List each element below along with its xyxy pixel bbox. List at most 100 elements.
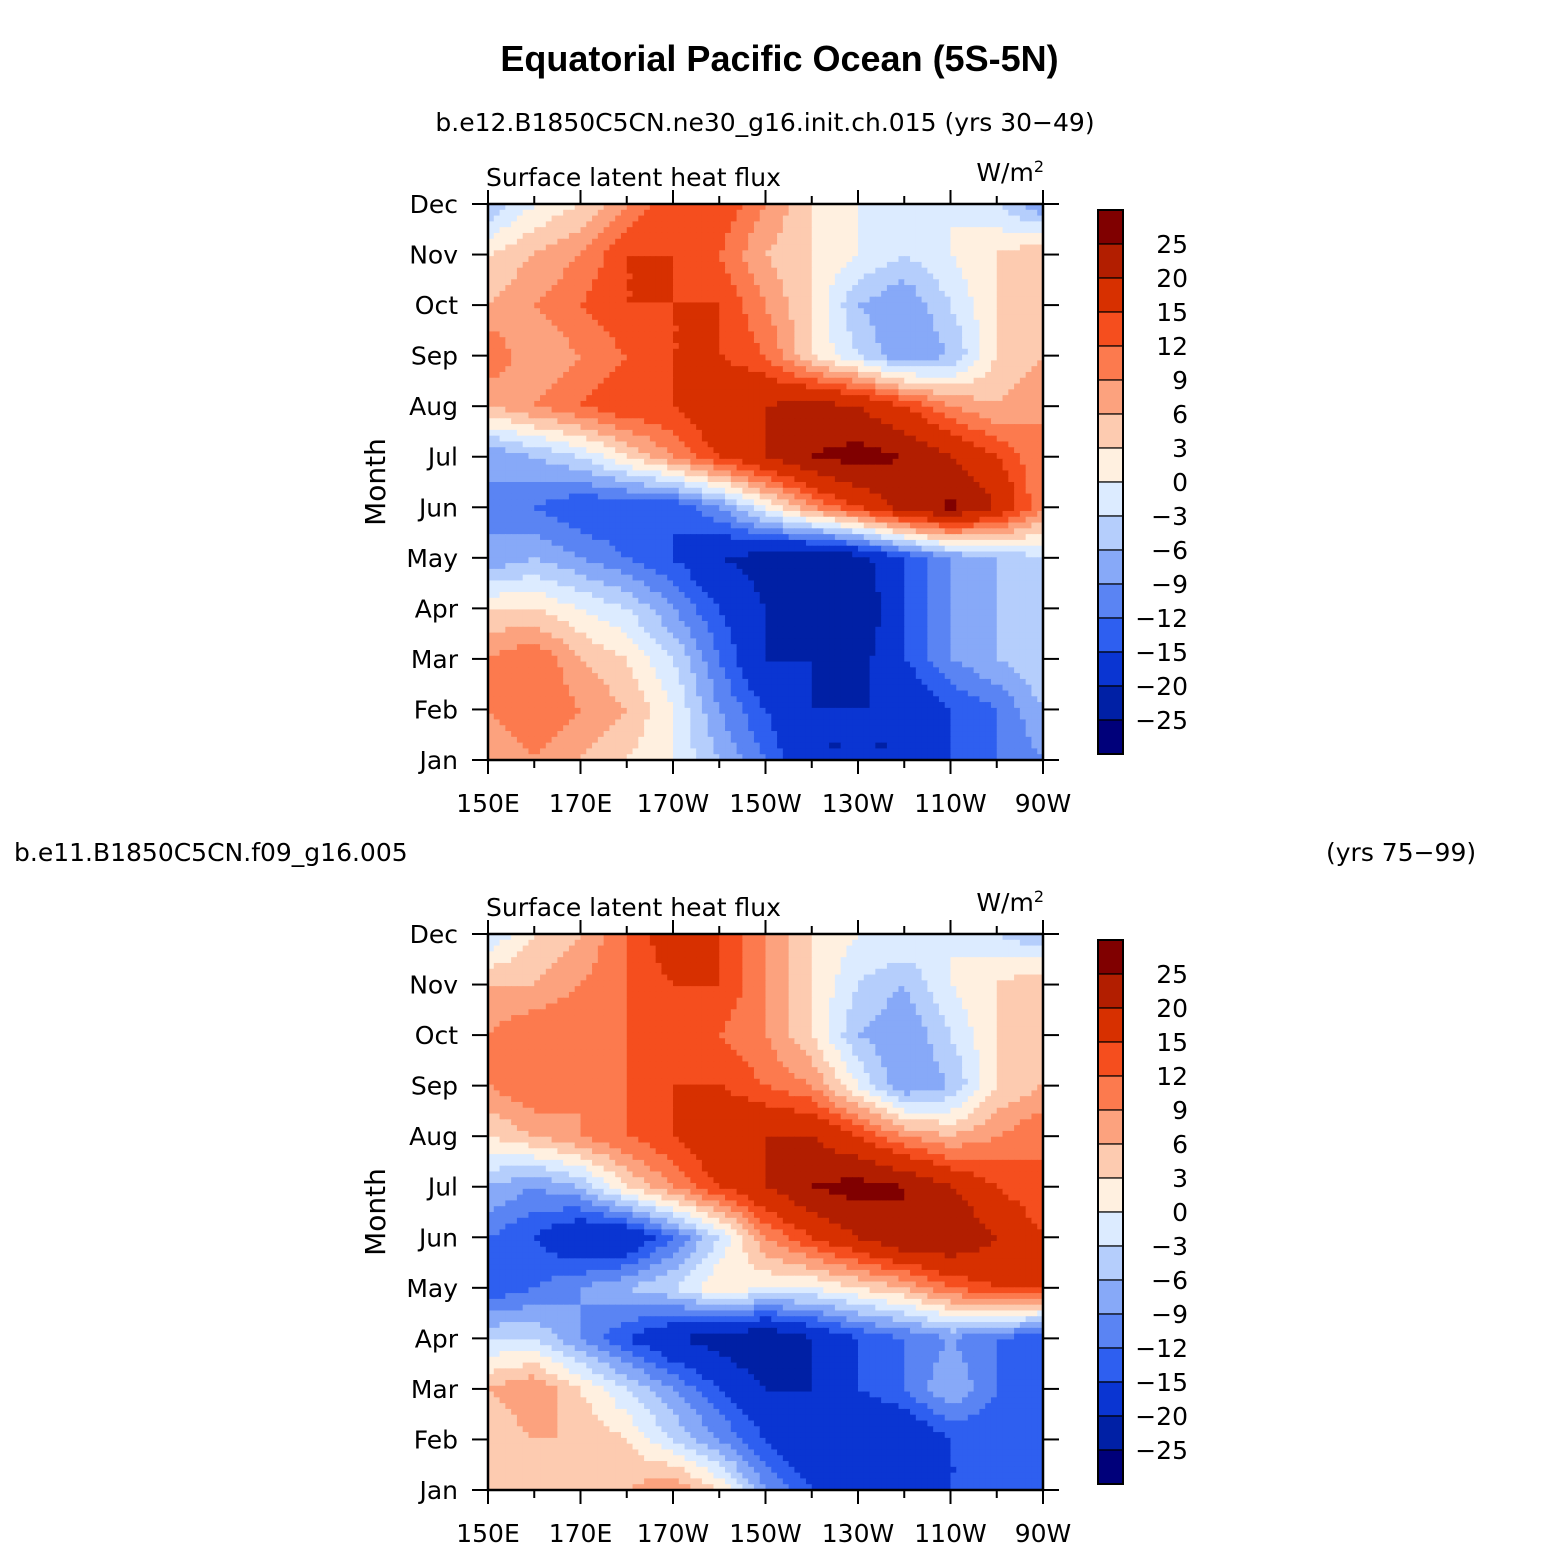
contour-cell bbox=[499, 366, 506, 373]
contour-cell bbox=[488, 412, 495, 419]
contour-cell bbox=[1014, 267, 1021, 275]
contour-cell bbox=[823, 429, 830, 437]
contour-cell bbox=[684, 267, 691, 275]
contour-cell bbox=[863, 348, 871, 356]
contour-cell bbox=[869, 209, 876, 217]
contour-cell bbox=[499, 499, 506, 506]
contour-cell bbox=[603, 429, 611, 437]
contour-cell bbox=[580, 285, 587, 292]
contour-cell bbox=[597, 308, 605, 315]
contour-cell bbox=[788, 267, 796, 275]
contour-cell bbox=[568, 279, 576, 286]
contour-cell bbox=[632, 348, 639, 356]
contour-cell bbox=[678, 493, 686, 500]
contour-cell bbox=[898, 343, 905, 350]
contour-cell bbox=[852, 285, 859, 292]
contour-cell bbox=[661, 302, 668, 309]
contour-cell bbox=[649, 389, 657, 396]
contour-cell bbox=[499, 331, 506, 338]
contour-cell bbox=[632, 337, 639, 344]
contour-cell bbox=[499, 389, 506, 396]
contour-cell bbox=[609, 273, 616, 280]
contour-cell bbox=[626, 285, 634, 292]
contour-cell bbox=[649, 215, 657, 222]
contour-cell bbox=[765, 279, 772, 286]
contour-cell bbox=[673, 476, 680, 483]
contour-cell bbox=[632, 331, 639, 338]
contour-cell bbox=[1037, 458, 1043, 466]
contour-cell bbox=[892, 238, 900, 246]
contour-cell bbox=[881, 412, 888, 419]
contour-cell bbox=[649, 458, 657, 466]
contour-cell bbox=[1037, 302, 1043, 309]
contour-cell bbox=[545, 458, 553, 466]
contour-cell bbox=[730, 412, 738, 419]
contour-cell bbox=[927, 464, 934, 472]
contour-cell bbox=[782, 337, 790, 344]
contour-cell bbox=[753, 400, 761, 408]
contour-cell bbox=[1002, 429, 1009, 437]
contour-cell bbox=[701, 476, 709, 483]
contour-cell bbox=[609, 412, 616, 419]
contour-cell bbox=[644, 470, 651, 477]
contour-cell bbox=[667, 273, 674, 280]
contour-cell bbox=[886, 261, 894, 269]
contour-cell bbox=[875, 499, 882, 506]
contour-cell bbox=[620, 238, 628, 246]
contour-cell bbox=[516, 366, 524, 373]
contour-cell bbox=[696, 343, 703, 350]
contour-cell bbox=[748, 441, 755, 448]
contour-cell bbox=[950, 302, 957, 309]
contour-cell bbox=[1037, 331, 1043, 338]
contour-cell bbox=[1002, 256, 1009, 263]
contour-cell bbox=[505, 377, 512, 385]
contour-cell bbox=[1002, 261, 1009, 269]
contour-cell bbox=[892, 285, 900, 292]
contour-cell bbox=[592, 302, 599, 309]
contour-cell bbox=[892, 232, 900, 240]
contour-cell bbox=[499, 232, 506, 240]
contour-cell bbox=[898, 487, 905, 495]
contour-cell bbox=[869, 343, 876, 350]
contour-cell bbox=[875, 377, 882, 385]
contour-cell bbox=[534, 435, 541, 443]
contour-cell bbox=[956, 487, 963, 495]
contour-cell bbox=[1008, 290, 1015, 298]
contour-cell bbox=[863, 273, 871, 280]
contour-cell bbox=[557, 204, 564, 211]
contour-cell bbox=[967, 458, 975, 466]
contour-cell bbox=[1008, 331, 1015, 338]
contour-cell bbox=[603, 204, 611, 211]
contour-cell bbox=[707, 209, 715, 217]
contour-cell bbox=[511, 395, 518, 402]
contour-cell bbox=[742, 279, 749, 286]
contour-cell bbox=[962, 389, 969, 396]
contour-cell bbox=[667, 395, 674, 402]
contour-cell bbox=[794, 453, 801, 460]
contour-cell bbox=[690, 406, 697, 414]
contour-cell bbox=[996, 261, 1004, 269]
contour-cell bbox=[840, 296, 848, 304]
contour-cell bbox=[684, 476, 691, 483]
contour-cell bbox=[701, 256, 709, 263]
contour-cell bbox=[597, 441, 605, 448]
contour-cell bbox=[603, 319, 611, 327]
contour-cell bbox=[690, 302, 697, 309]
contour-cell bbox=[985, 285, 992, 292]
contour-cell bbox=[898, 366, 905, 373]
contour-cell bbox=[759, 325, 767, 333]
contour-cell bbox=[620, 209, 628, 217]
contour-cell bbox=[661, 482, 668, 489]
contour-cell bbox=[1031, 476, 1038, 483]
contour-cell bbox=[979, 244, 986, 251]
contour-cell bbox=[904, 360, 911, 367]
contour-cell bbox=[950, 227, 957, 234]
contour-cell bbox=[973, 389, 981, 396]
contour-cell bbox=[782, 493, 790, 500]
contour-cell bbox=[1014, 227, 1021, 234]
contour-cell bbox=[1031, 487, 1038, 495]
contour-cell bbox=[557, 290, 564, 298]
contour-cell bbox=[915, 366, 923, 373]
contour-cell bbox=[597, 493, 605, 500]
contour-cell bbox=[846, 400, 853, 408]
